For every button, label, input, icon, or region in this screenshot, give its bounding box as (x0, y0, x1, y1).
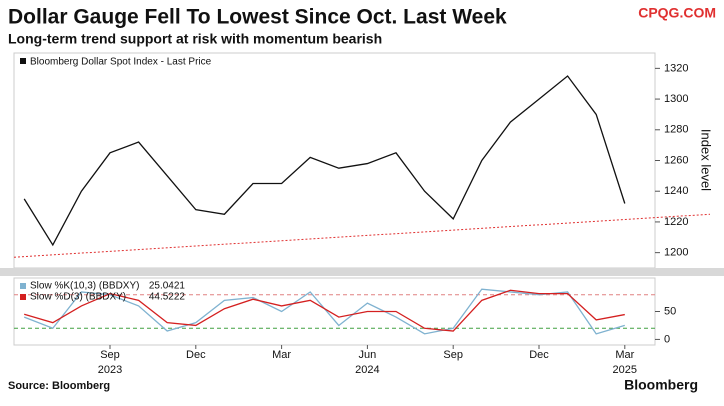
y-tick-label: 1240 (664, 185, 688, 197)
series-line (24, 289, 625, 332)
year-label: 2024 (355, 364, 379, 376)
price-panel (13, 52, 656, 269)
separator (0, 268, 724, 276)
watermark: CPQG.COM (638, 5, 716, 21)
legend-value: 25.0421 (149, 281, 186, 292)
y-tick-label: 1320 (664, 62, 688, 74)
trend-line (13, 213, 711, 258)
y-tick-label: 50 (664, 305, 676, 317)
y-tick-label: 1200 (664, 247, 688, 259)
subtitle: Long-term trend support at risk with mom… (8, 31, 382, 47)
x-tick-label: Sep (443, 349, 463, 361)
x-tick-label: Mar (615, 349, 634, 361)
year-label: 2023 (98, 364, 122, 376)
legend-label: Bloomberg Dollar Spot Index - Last Price (30, 57, 212, 68)
x-tick-label: Dec (529, 349, 549, 361)
brand: Bloomberg (624, 377, 698, 393)
year-label: 2025 (613, 364, 637, 376)
y-tick-label: 0 (664, 333, 670, 345)
legend-swatch (20, 58, 26, 64)
legend-label: Slow %K(10,3) (BBDXY) (30, 281, 139, 292)
source: Source: Bloomberg (8, 380, 110, 392)
title: Dollar Gauge Fell To Lowest Since Oct. L… (8, 6, 507, 29)
y-tick-label: 1220 (664, 216, 688, 228)
y-tick-label: 1280 (664, 124, 688, 136)
y-tick-label: 1300 (664, 93, 688, 105)
x-tick-label: Dec (186, 349, 206, 361)
x-tick-label: Mar (272, 349, 291, 361)
series-line (23, 75, 626, 247)
legend-swatch (20, 294, 26, 300)
x-tick-label: Jun (359, 349, 377, 361)
legend-swatch (20, 283, 26, 289)
legend-value: 44.5222 (149, 292, 186, 303)
x-tick-label: Sep (100, 349, 120, 361)
y-tick-label: 1260 (664, 154, 688, 166)
y-axis-label: Index level (699, 129, 714, 191)
legend-label: Slow %D(3) (BBDXY) (30, 292, 126, 303)
